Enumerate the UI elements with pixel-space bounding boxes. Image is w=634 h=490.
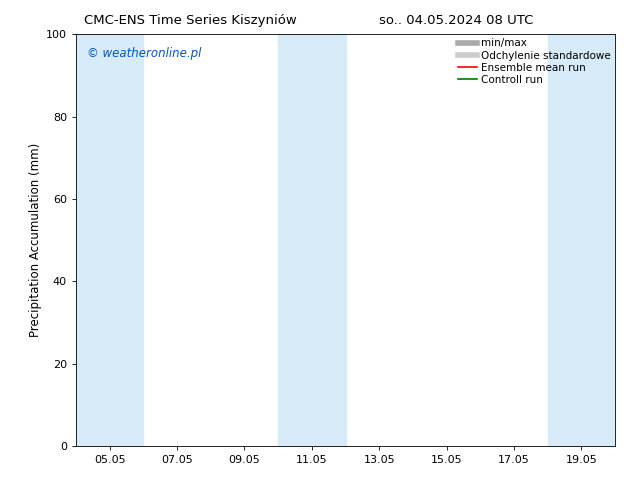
Y-axis label: Precipitation Accumulation (mm): Precipitation Accumulation (mm) xyxy=(29,143,42,337)
Bar xyxy=(76,34,143,446)
Bar xyxy=(548,34,615,446)
Text: so.. 04.05.2024 08 UTC: so.. 04.05.2024 08 UTC xyxy=(379,14,534,27)
Text: CMC-ENS Time Series Kiszyniów: CMC-ENS Time Series Kiszyniów xyxy=(84,14,297,27)
Bar xyxy=(278,34,346,446)
Legend: min/max, Odchylenie standardowe, Ensemble mean run, Controll run: min/max, Odchylenie standardowe, Ensembl… xyxy=(456,36,613,87)
Text: © weatheronline.pl: © weatheronline.pl xyxy=(87,47,201,60)
